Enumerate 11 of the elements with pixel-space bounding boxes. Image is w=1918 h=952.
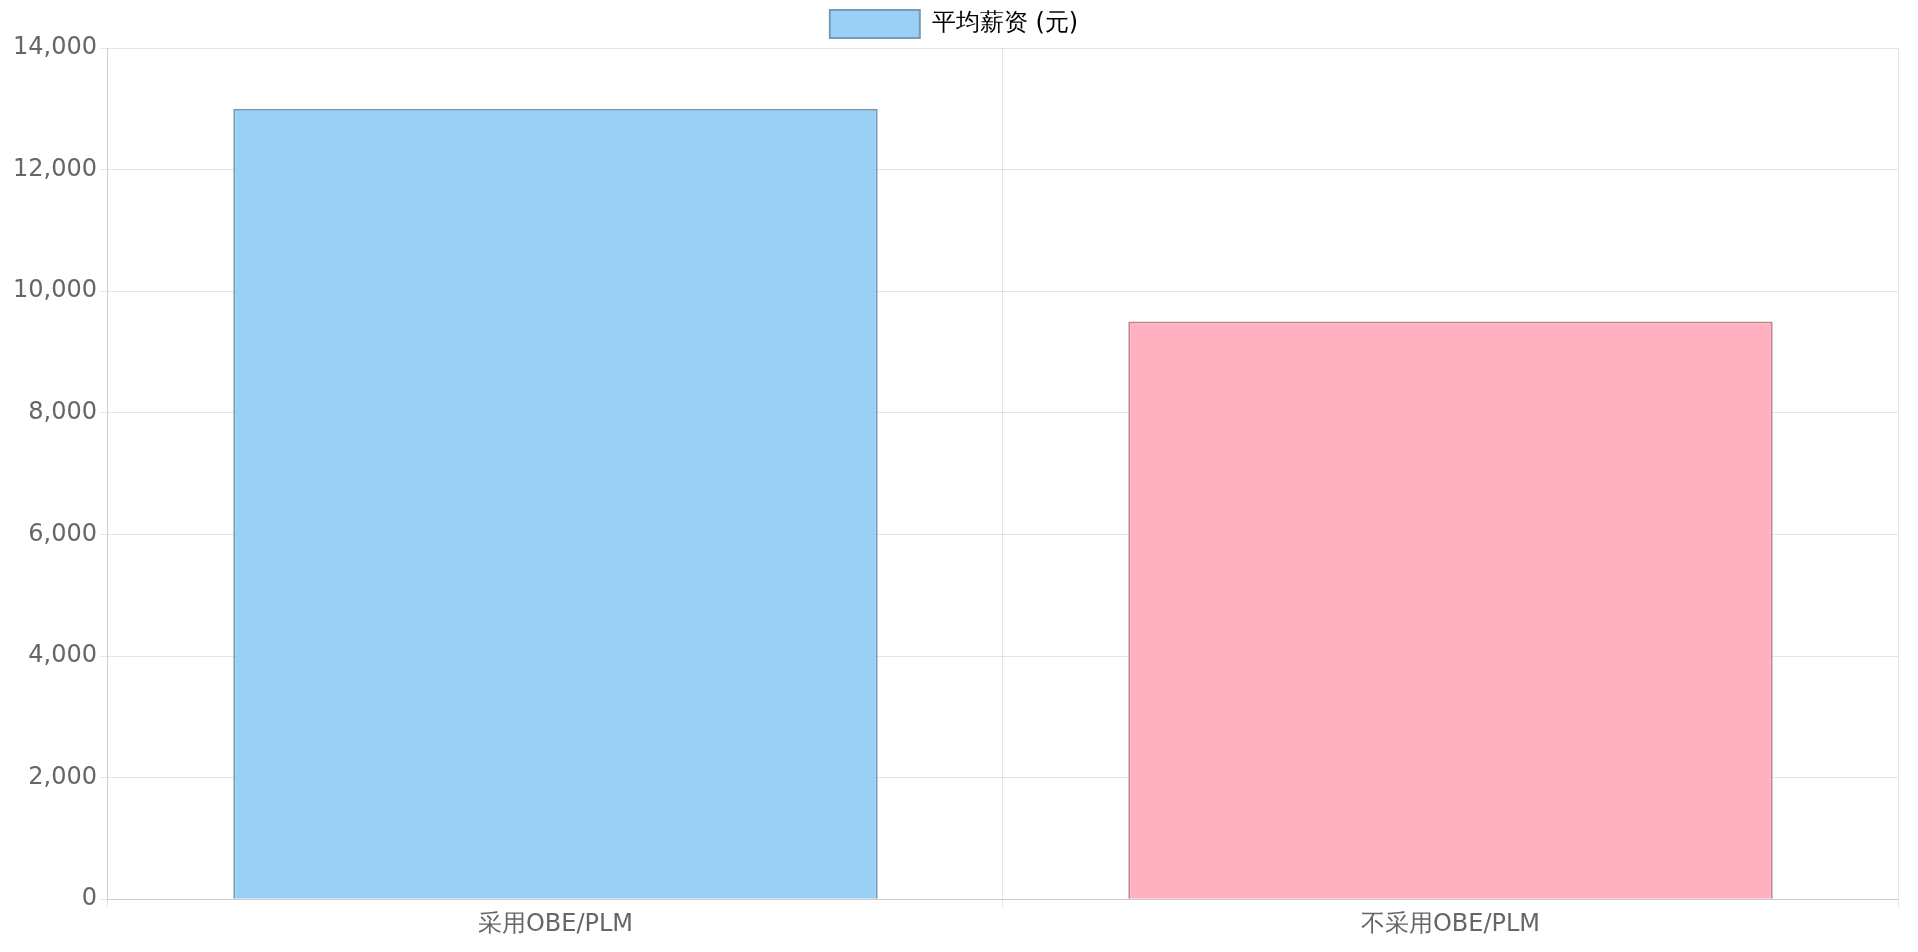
y-tick-label: 2,000: [28, 761, 97, 790]
x-tick-label: 采用OBE/PLM: [477, 908, 634, 937]
y-tick-label: 0: [81, 883, 97, 912]
y-tick-label: 12,000: [12, 153, 97, 182]
legend-label: 平均薪资 (元): [931, 8, 1079, 37]
x-tick-label: 不采用OBE/PLM: [1360, 908, 1541, 937]
y-tick-label: 14,000: [12, 32, 97, 61]
y-tick-label: 8,000: [28, 397, 97, 426]
y-tick-label: 6,000: [28, 518, 97, 547]
y-tick-label: 10,000: [12, 275, 97, 304]
y-tick-label: 4,000: [28, 640, 97, 669]
